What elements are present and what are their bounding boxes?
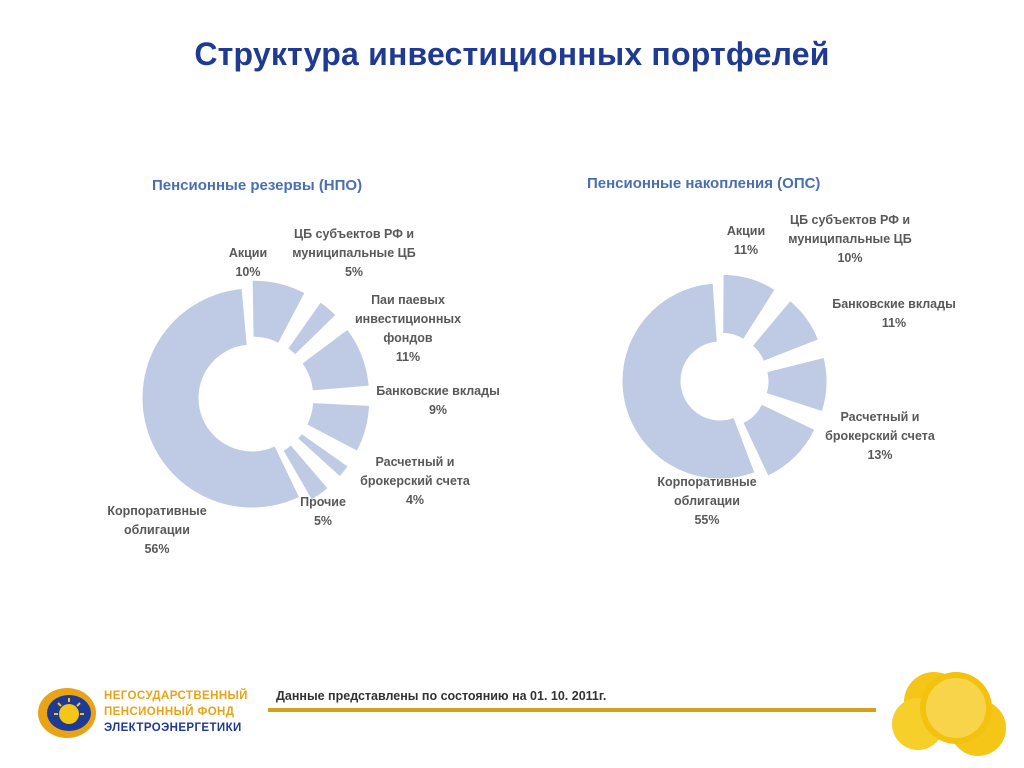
slice-value-label: 55% (694, 513, 719, 527)
donut-slice (301, 328, 370, 392)
slice-label: Банковские вклады 11% (832, 297, 956, 330)
donut-chart-ops: Акции 11% ЦБ субъектов РФ и муниципальные Ц… (621, 213, 956, 527)
slice-name-label: Банковские вклады (832, 297, 956, 311)
logo-line-1: НЕГОСУДАРСТВЕННЫЙ (104, 690, 248, 702)
donut-slice (286, 301, 337, 356)
donut-slice (305, 402, 371, 452)
slice-name-label: ЦБ субъектов РФ и (790, 213, 910, 227)
slice-value-label: 13% (867, 448, 892, 462)
donut-chart-npo: Акции 10% ЦБ субъектов РФ и муниципальные Ц… (107, 227, 499, 556)
slice-name-label: Банковские вклады (376, 384, 500, 398)
slice-label: Расчетный и брокерский счета 4% (360, 455, 471, 507)
slice-value-label: 4% (406, 493, 424, 507)
slice-label: Банковские вклады 9% (376, 384, 500, 417)
page-title: Структура инвестиционных портфелей (194, 36, 830, 72)
slice-name-label: муниципальные ЦБ (292, 246, 416, 260)
slice-name-label: облигации (124, 523, 190, 537)
slice-name-label: ЦБ субъектов РФ и (294, 227, 414, 241)
slice-name-label: Прочие (300, 495, 346, 509)
slice-value-label: 10% (837, 251, 862, 265)
slice-label: ЦБ субъектов РФ и муниципальные ЦБ 10% (788, 213, 912, 265)
donut-slice (282, 444, 329, 501)
slice-label: Расчетный и брокерский счета 13% (825, 410, 936, 462)
slice-name-label: облигации (674, 494, 740, 508)
slice-name-label: Паи паевых (371, 293, 445, 307)
donut-slice (742, 403, 816, 477)
slice-name-label: брокерский счета (360, 474, 471, 488)
slice-name-label: Расчетный и (841, 410, 920, 424)
donut-slice (765, 356, 828, 413)
slice-name-label: брокерский счета (825, 429, 936, 443)
slice-label: Корпоративные облигации 55% (657, 475, 756, 527)
slice-label: Паи паевых инвестиционных фондов 11% (355, 293, 461, 364)
slice-label: Акции 10% (229, 246, 267, 279)
slice-value-label: 10% (235, 265, 260, 279)
logo-line-2: ПЕНСИОННЫЙ ФОНД (104, 706, 235, 718)
slice-label: ЦБ субъектов РФ и муниципальные ЦБ 5% (292, 227, 416, 279)
donut-slice (722, 273, 776, 341)
slice-value-label: 11% (882, 316, 906, 330)
slice-label: Прочие 5% (300, 495, 346, 528)
slice-name-label: Корпоративные (657, 475, 756, 489)
donut-slice (751, 299, 820, 363)
company-logo: НЕГОСУДАРСТВЕННЫЙ ПЕНСИОННЫЙ ФОНД ЭЛЕКТР… (36, 686, 266, 740)
slice-name-label: муниципальные ЦБ (788, 232, 912, 246)
donut-slice (141, 287, 301, 509)
slice-value-label: 11% (396, 350, 420, 364)
donut-slice (621, 282, 756, 480)
slice-name-label: инвестиционных (355, 312, 461, 326)
slice-value-label: 11% (734, 243, 758, 257)
donut-slice (296, 432, 349, 478)
slice-value-label: 9% (429, 403, 447, 417)
slice-label: Акции 11% (727, 224, 765, 257)
slice-label: Корпоративные облигации 56% (107, 504, 206, 556)
slice-name-label: Расчетный и (376, 455, 455, 469)
chart-title-ops: Пенсионные накопления (ОПС) (587, 175, 821, 192)
slice-value-label: 5% (314, 514, 332, 528)
logo-emblem-icon (38, 688, 96, 738)
slice-name-label: Акции (229, 246, 267, 260)
slice-name-label: фондов (383, 331, 433, 345)
slice-name-label: Акции (727, 224, 765, 238)
logo-line-3: ЭЛЕКТРОЭНЕРГЕТИКИ (104, 722, 242, 734)
chart-title-npo: Пенсионные резервы (НПО) (152, 177, 363, 194)
slice-name-label: Корпоративные (107, 504, 206, 518)
coins-decoration-icon (892, 672, 1006, 756)
donut-slice (251, 279, 306, 344)
footer-note: Данные представлены по состоянию на 01. … (276, 689, 607, 703)
footer-divider (268, 708, 876, 712)
slice-value-label: 56% (144, 542, 169, 556)
slice-value-label: 5% (345, 265, 363, 279)
